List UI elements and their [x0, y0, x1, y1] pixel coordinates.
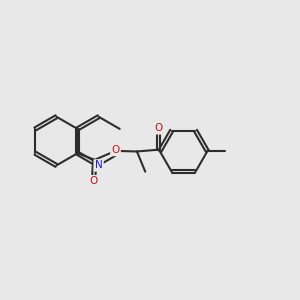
Text: O: O [154, 123, 163, 133]
Text: O: O [111, 145, 120, 155]
Text: N: N [95, 160, 103, 170]
Text: O: O [89, 176, 98, 186]
